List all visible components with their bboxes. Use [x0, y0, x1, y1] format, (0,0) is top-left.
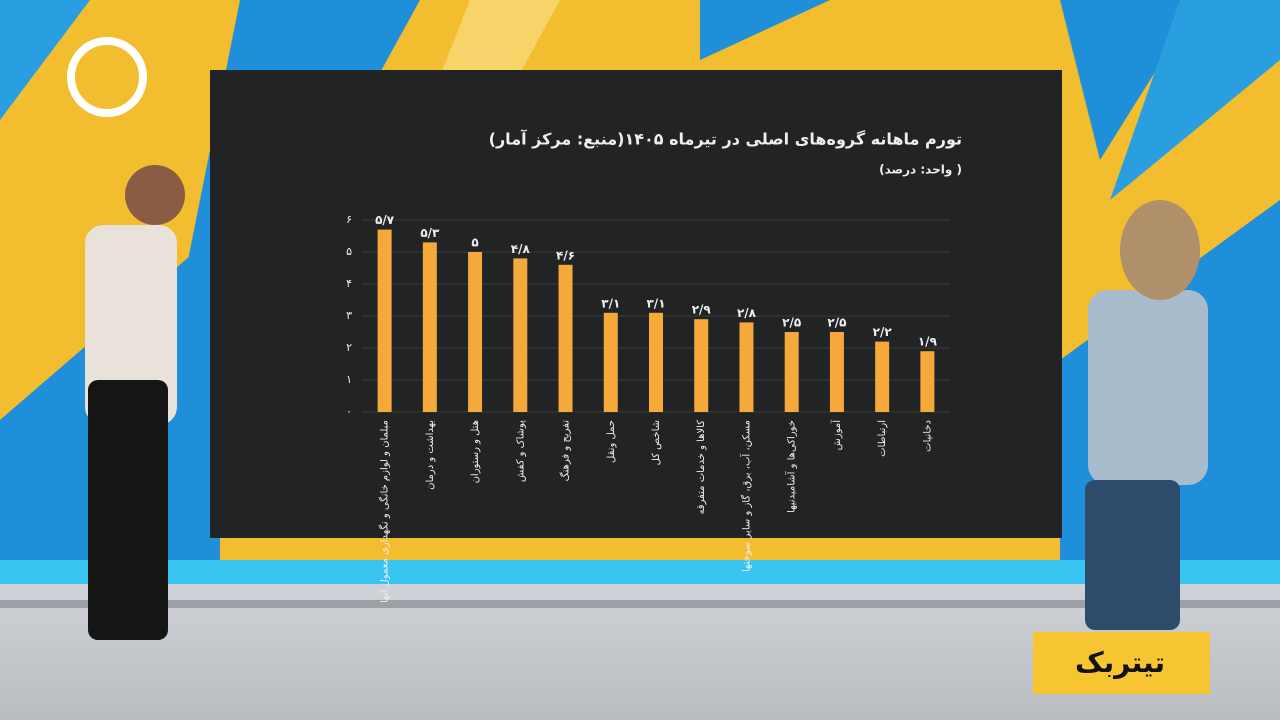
x-tick-label: حمل ونقل — [606, 420, 617, 463]
bar — [603, 312, 618, 412]
x-tick-label: ارتباطات — [877, 420, 888, 457]
x-tick-label: تفریح و فرهنگ — [560, 420, 572, 482]
x-tick-label: آموزش — [830, 419, 843, 451]
x-tick-label: مسکن، آب، برق، گاز و سایر سوختها — [739, 420, 752, 572]
bar — [694, 319, 709, 412]
value-label: ۵/۳ — [420, 226, 440, 240]
y-tick-label: ۶ — [346, 213, 352, 226]
y-tick-label: ۰ — [346, 405, 352, 418]
chart-subtitle: (واحد: درصد ) — [879, 163, 962, 178]
bar — [468, 252, 483, 412]
x-tick-label: شاخص کل — [651, 420, 662, 465]
value-label: ۴/۶ — [556, 248, 575, 262]
bar — [558, 264, 573, 412]
x-tick-label: دخانیات — [922, 420, 933, 452]
x-tick-label: مبلمان و لوازم خانگی و نگهداری معمول آنه… — [378, 420, 391, 603]
bar — [422, 242, 437, 412]
value-label: ۳/۱ — [646, 296, 665, 310]
presenters — [85, 165, 1208, 640]
value-label: ۲/۹ — [692, 303, 712, 317]
bar — [649, 312, 663, 412]
brand-logo: تیتربک — [1075, 646, 1165, 679]
x-tick-label: خوراکی‌ها و آشامیدنیها — [785, 420, 798, 513]
value-label: ۲/۲ — [873, 325, 893, 339]
bar — [739, 322, 754, 412]
x-tick-label: پوشاک و کفش — [515, 420, 526, 482]
y-tick-label: ۲ — [346, 341, 352, 354]
brand-box — [1033, 632, 1210, 694]
value-label: ۲/۵ — [782, 316, 801, 330]
chart-title: تورم ماهانه گروه‌های اصلی در تیرماه ۱۴۰۵… — [489, 129, 962, 149]
bar — [829, 332, 844, 412]
x-tick-label: بهداشت و درمان — [425, 420, 436, 490]
y-tick-label: ۳ — [346, 309, 352, 322]
value-label: ۴/۸ — [511, 242, 531, 256]
x-tick-label: هتل و رستوران — [470, 420, 481, 483]
bar — [920, 351, 935, 412]
bar — [513, 258, 528, 412]
bar — [377, 229, 392, 412]
value-label: ۲/۵ — [827, 316, 846, 330]
y-tick-label: ۵ — [346, 245, 352, 258]
value-label: ۲/۸ — [737, 306, 757, 320]
y-tick-label: ۱ — [346, 373, 352, 386]
value-label: ۵ — [471, 236, 478, 250]
value-label: ۳/۱ — [601, 296, 620, 310]
value-label: ۵/۷ — [375, 213, 395, 227]
bar — [784, 332, 799, 412]
x-tick-label: کالاها و خدمات متفرقه — [696, 420, 707, 515]
screen — [210, 70, 1062, 538]
y-tick-label: ۴ — [346, 277, 352, 290]
bar — [875, 341, 890, 412]
value-label: ۱/۹ — [918, 335, 938, 349]
